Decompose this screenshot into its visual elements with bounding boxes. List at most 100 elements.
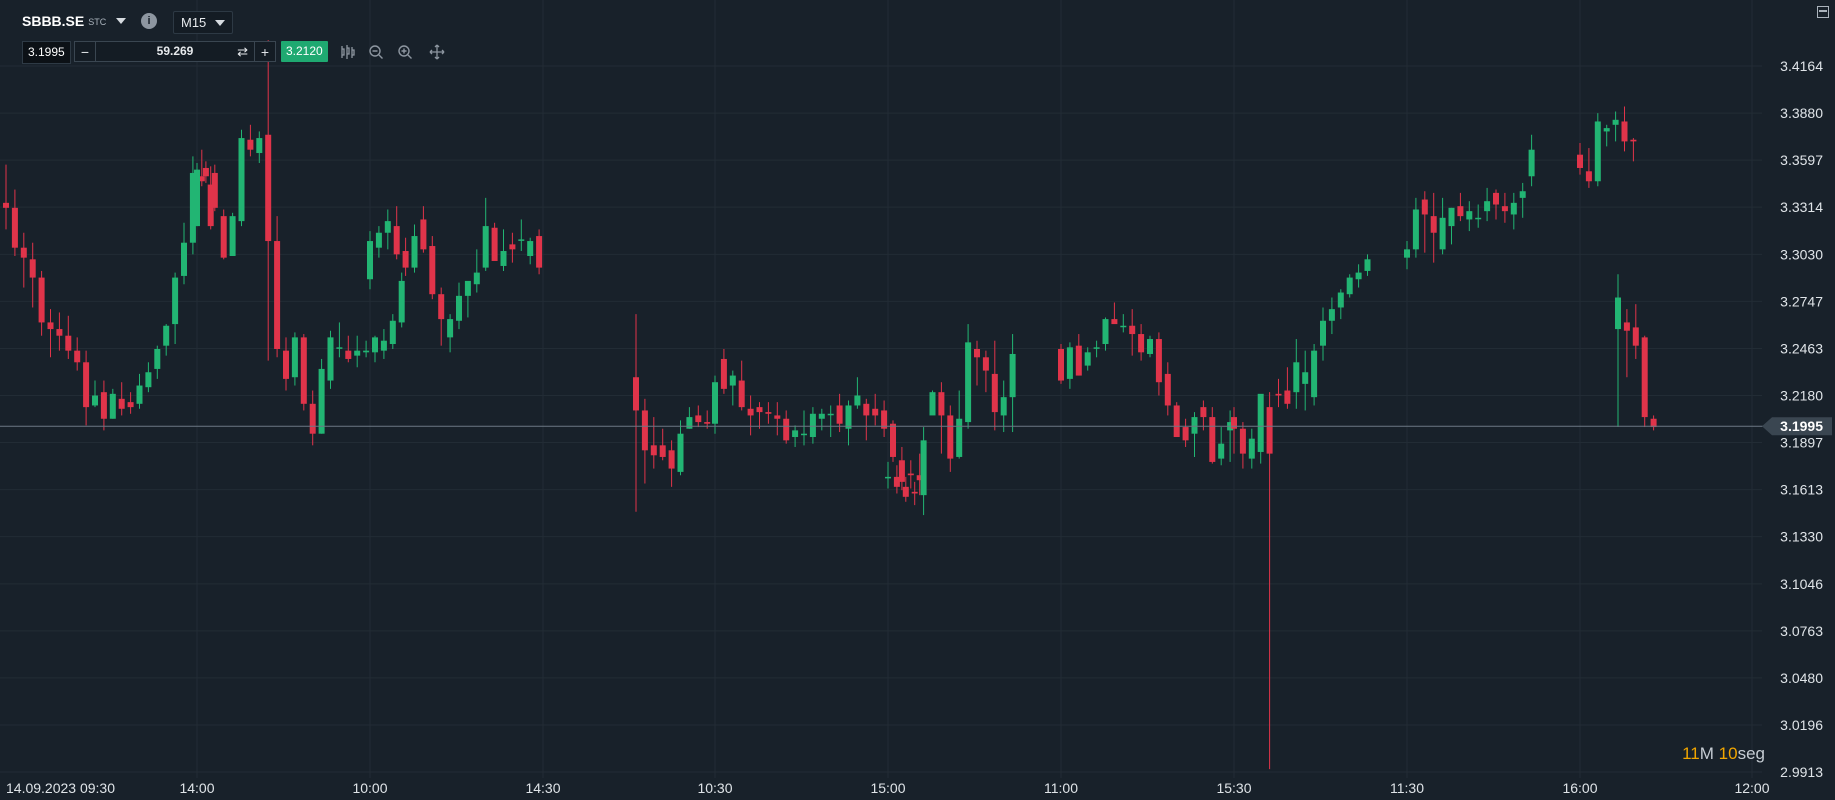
candle-body <box>720 358 727 389</box>
x-tick-label: 14:00 <box>179 780 214 796</box>
y-tick-label: 3.1613 <box>1780 482 1823 498</box>
candle <box>1284 367 1291 409</box>
candle <box>885 461 891 489</box>
decrease-button[interactable]: − <box>80 43 90 60</box>
info-icon[interactable]: i <box>141 13 157 29</box>
candle-body <box>1612 119 1619 125</box>
ask-price[interactable]: 3.2120 <box>281 41 328 62</box>
candle-body <box>283 350 289 379</box>
symbol-dropdown-icon[interactable] <box>116 18 127 24</box>
candle-body <box>1585 171 1592 182</box>
move-icon[interactable] <box>427 42 447 62</box>
bid-price[interactable]: 3.1995 <box>22 41 71 64</box>
x-tick-label: 14.09.2023 09:30 <box>6 780 115 796</box>
y-tick-label: 3.2747 <box>1780 293 1823 309</box>
candle <box>1209 407 1216 464</box>
candle <box>1328 297 1335 335</box>
candle-body <box>518 239 525 241</box>
zoom-in-icon[interactable] <box>395 42 415 62</box>
quantity-input[interactable]: 59.269 ⇄ <box>95 42 255 61</box>
candle <box>345 335 352 363</box>
candle-body <box>1641 337 1648 418</box>
candle-body <box>1493 192 1499 205</box>
y-tick-label: 3.1897 <box>1780 435 1823 451</box>
candle <box>256 131 263 163</box>
x-tick-label: 10:00 <box>352 780 387 796</box>
candle-body <box>1200 407 1207 418</box>
candle-body <box>1623 322 1630 331</box>
candle <box>464 280 471 318</box>
candle-body <box>327 337 334 381</box>
quantity-stepper[interactable]: − 59.269 ⇄ + <box>74 41 276 62</box>
candle <box>1218 427 1225 466</box>
candle <box>163 324 170 356</box>
candle <box>402 237 409 276</box>
candle-body <box>300 337 307 404</box>
candle-body <box>974 348 980 358</box>
candle <box>756 402 763 429</box>
chart-type-icon[interactable] <box>337 42 357 62</box>
candle <box>1266 392 1273 770</box>
candle-body <box>1209 417 1216 462</box>
candle <box>974 340 980 386</box>
candle <box>956 390 963 459</box>
candle-body <box>1155 339 1162 383</box>
swap-icon[interactable]: ⇄ <box>237 44 248 59</box>
y-tick-label: 3.3030 <box>1780 246 1823 262</box>
x-tick-label: 16:00 <box>1562 780 1597 796</box>
candle <box>792 425 799 447</box>
candle <box>659 428 666 461</box>
increase-button[interactable]: + <box>260 43 270 60</box>
quantity-value: 59.269 <box>156 44 194 58</box>
candle-body <box>836 405 843 424</box>
candle <box>1000 380 1007 433</box>
candle-body <box>695 415 702 423</box>
candle <box>1231 407 1237 454</box>
candle-body <box>1632 327 1639 346</box>
candle-body <box>1111 319 1118 325</box>
candle <box>1164 362 1171 416</box>
candle-body <box>189 172 196 243</box>
candle <box>991 340 998 431</box>
candle-body <box>238 138 245 222</box>
candle-body <box>1439 217 1446 250</box>
candle <box>536 229 543 275</box>
candle-body <box>402 251 409 268</box>
timeframe-selector[interactable]: M15 <box>173 11 234 34</box>
candle <box>1439 197 1446 255</box>
window-minimize-icon[interactable] <box>1817 6 1829 18</box>
candle <box>650 417 657 469</box>
zoom-out-icon[interactable] <box>366 42 386 62</box>
candle-body <box>756 407 763 413</box>
candle-body <box>881 410 888 429</box>
candle-body <box>83 362 90 408</box>
candle <box>809 407 816 444</box>
candle-body <box>1421 199 1428 215</box>
candle <box>881 400 888 438</box>
candle <box>907 460 914 489</box>
candle-body <box>1284 390 1291 404</box>
candle-body <box>1257 393 1264 452</box>
candle <box>11 189 18 256</box>
candle <box>211 164 218 212</box>
candle <box>801 410 807 446</box>
candle <box>1457 192 1464 222</box>
candle-body <box>74 350 81 363</box>
candle-body <box>1404 249 1410 258</box>
candle <box>854 377 861 409</box>
candle <box>1147 335 1153 358</box>
candle-body <box>965 342 972 423</box>
candle <box>1093 340 1100 358</box>
candle <box>1320 307 1326 361</box>
exchange-label: STC <box>88 17 107 27</box>
y-tick-label: 3.3314 <box>1780 199 1823 215</box>
candle-body <box>863 403 870 416</box>
candle <box>300 334 307 411</box>
candle-body <box>1311 350 1318 398</box>
symbol-selector[interactable]: SBBB.SE STC <box>22 10 127 32</box>
candle-body <box>801 433 807 436</box>
candle <box>411 224 418 273</box>
candle-body <box>1000 397 1007 416</box>
candle <box>527 237 534 265</box>
